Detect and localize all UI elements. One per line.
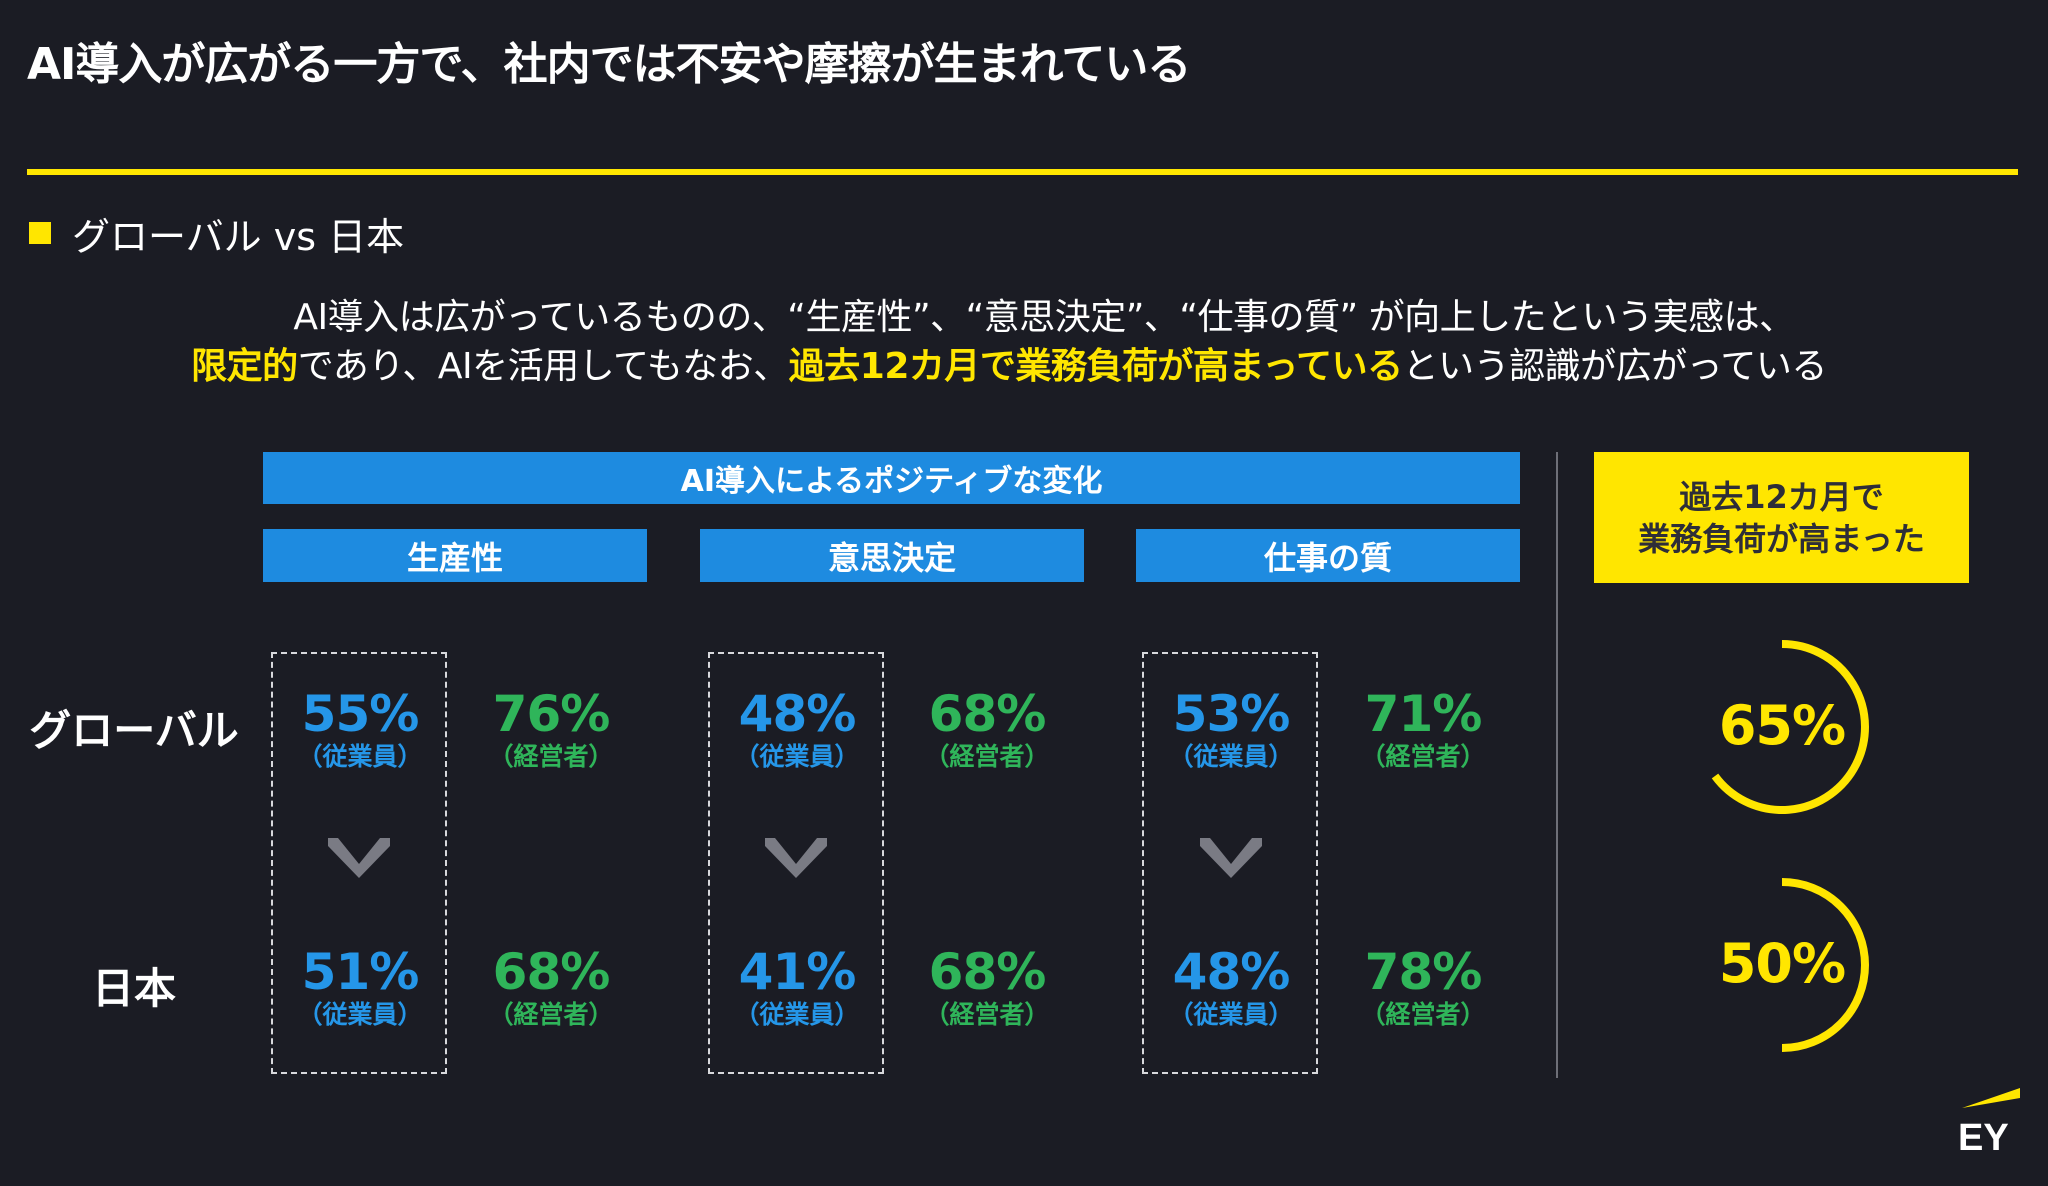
category-header-work-quality: 仕事の質 (1136, 529, 1520, 582)
workload-header: 過去12カ月で 業務負荷が高まった (1594, 452, 1969, 583)
stat-global-quality-executive: 71% （経営者） (1360, 685, 1486, 771)
employee-compare-box (708, 652, 884, 1074)
stat-global-productivity-executive: 76% （経営者） (488, 685, 614, 771)
stat-global-decision-executive: 68% （経営者） (924, 685, 1050, 771)
stat-japan-productivity-employee: 51% （従業員） (297, 943, 423, 1029)
workload-header-line-2: 業務負荷が高まった (1638, 519, 1925, 558)
stat-japan-productivity-executive: 68% （経営者） (488, 943, 614, 1029)
progress-arc-japan (1781, 878, 1869, 1052)
page-title: AI導入が広がる一方で、社内では不安や摩擦が生まれている (27, 39, 1191, 90)
category-header-productivity: 生産性 (263, 529, 647, 582)
stat-japan-decision-employee: 41% （従業員） (734, 943, 860, 1029)
summary-line-1: AI導入は広がっているものの、“生産性”、“意思決定”、“仕事の質” が向上した… (293, 297, 1795, 338)
highlight-workload: 過去12カ月で業務負荷が高まっている (788, 346, 1403, 387)
row-label-global: グローバル (29, 706, 239, 755)
stat-japan-decision-executive: 68% （経営者） (924, 943, 1050, 1029)
stat-japan-quality-employee: 48% （従業員） (1168, 943, 1294, 1029)
chevron-down-icon (765, 838, 827, 878)
chevron-down-icon (1200, 838, 1262, 878)
chevron-down-icon (328, 838, 390, 878)
summary-text: という認識が広がっている (1402, 346, 1828, 387)
workload-value-japan: 50% (1718, 932, 1846, 995)
summary-text: であり、AIを活用してもなお、 (297, 346, 790, 387)
vertical-divider (1556, 452, 1558, 1078)
section-subtitle: グローバル vs 日本 (72, 215, 405, 259)
progress-arc-global (1711, 640, 1869, 814)
row-label-japan: 日本 (91, 964, 176, 1013)
positive-change-header: AI導入によるポジティブな変化 (263, 452, 1520, 504)
stat-japan-quality-executive: 78% （経営者） (1360, 943, 1486, 1029)
title-underline (27, 169, 2018, 175)
highlight-limited: 限定的 (191, 346, 298, 387)
employee-compare-box (1142, 652, 1318, 1074)
stat-global-productivity-employee: 55% （従業員） (297, 685, 423, 771)
employee-compare-box (271, 652, 447, 1074)
summary-line-2: 限定的であり、AIを活用してもなお、過去12カ月で業務負荷が高まっているという認… (0, 337, 2048, 389)
stat-global-quality-employee: 53% （従業員） (1168, 685, 1294, 771)
ey-logo-icon: EY (1958, 1088, 2020, 1158)
stat-global-decision-employee: 48% （従業員） (734, 685, 860, 771)
svg-text:EY: EY (1958, 1117, 2009, 1158)
workload-value-global: 65% (1718, 694, 1846, 757)
workload-header-line-1: 過去12カ月で (1679, 477, 1884, 516)
category-header-decision-making: 意思決定 (700, 529, 1084, 582)
bullet-square-icon (29, 222, 51, 244)
